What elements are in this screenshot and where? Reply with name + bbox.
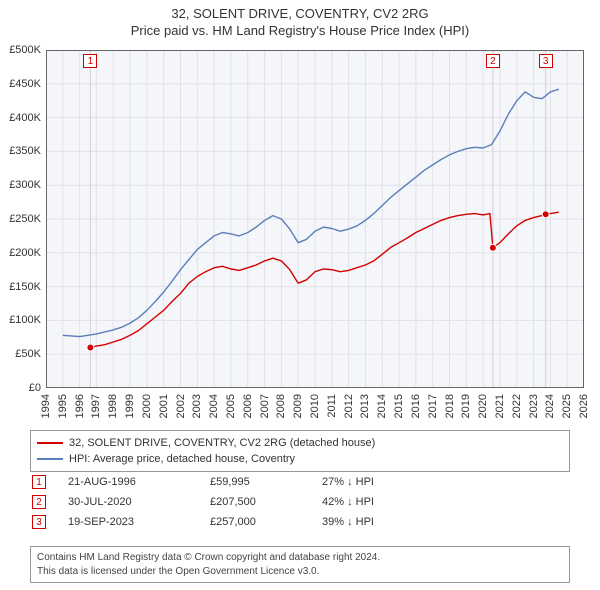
sale-date: 19-SEP-2023 (68, 516, 188, 528)
x-tick-label: 2009 (292, 394, 304, 418)
x-tick-label: 2004 (208, 394, 220, 418)
y-tick-label: £450K (9, 78, 41, 90)
legend-label: 32, SOLENT DRIVE, COVENTRY, CV2 2RG (det… (69, 435, 375, 451)
sale-price: £59,995 (210, 476, 300, 488)
x-tick-label: 2005 (225, 394, 237, 418)
x-tick-label: 1996 (74, 394, 86, 418)
footer-line-1: Contains HM Land Registry data © Crown c… (37, 551, 563, 565)
sale-price: £207,500 (210, 496, 300, 508)
sale-date: 30-JUL-2020 (68, 496, 188, 508)
x-tick-label: 2006 (242, 394, 254, 418)
x-tick-label: 2019 (460, 394, 472, 418)
x-tick-label: 2014 (376, 394, 388, 418)
sale-hpi-diff: 39% ↓ HPI (322, 516, 374, 528)
x-tick-label: 1998 (107, 394, 119, 418)
chart-sale-marker: 3 (539, 54, 553, 68)
x-tick-label: 2016 (410, 394, 422, 418)
legend-item: HPI: Average price, detached house, Cove… (37, 451, 563, 467)
chart-plot-area: 1 2 3 (46, 50, 584, 388)
x-tick-label: 2022 (511, 394, 523, 418)
sale-badge: 3 (32, 515, 46, 529)
chart-sale-marker: 2 (486, 54, 500, 68)
x-tick-label: 2007 (259, 394, 271, 418)
sale-row: 2 30-JUL-2020 £207,500 42% ↓ HPI (30, 492, 570, 512)
footer-attribution: Contains HM Land Registry data © Crown c… (30, 546, 570, 583)
x-tick-label: 2010 (309, 394, 321, 418)
x-tick-label: 2025 (561, 394, 573, 418)
x-tick-label: 2001 (158, 394, 170, 418)
sales-table: 1 21-AUG-1996 £59,995 27% ↓ HPI 2 30-JUL-2020… (30, 472, 570, 532)
chart-sale-marker: 1 (83, 54, 97, 68)
x-tick-label: 1997 (90, 394, 102, 418)
x-tick-label: 2015 (393, 394, 405, 418)
x-tick-label: 2008 (275, 394, 287, 418)
x-tick-label: 2012 (343, 394, 355, 418)
chart-svg (46, 50, 584, 388)
x-tick-label: 1995 (57, 394, 69, 418)
x-tick-label: 2013 (359, 394, 371, 418)
sale-row: 1 21-AUG-1996 £59,995 27% ↓ HPI (30, 472, 570, 492)
sale-row: 3 19-SEP-2023 £257,000 39% ↓ HPI (30, 512, 570, 532)
footer-line-2: This data is licensed under the Open Gov… (37, 565, 563, 579)
y-axis: £0£50K£100K£150K£200K£250K£300K£350K£400… (0, 50, 44, 388)
sale-price: £257,000 (210, 516, 300, 528)
sale-hpi-diff: 42% ↓ HPI (322, 496, 374, 508)
y-tick-label: £200K (9, 247, 41, 259)
x-tick-label: 2020 (477, 394, 489, 418)
y-tick-label: £150K (9, 281, 41, 293)
x-tick-label: 2018 (444, 394, 456, 418)
y-tick-label: £100K (9, 314, 41, 326)
sale-badge: 2 (32, 495, 46, 509)
x-tick-label: 2002 (175, 394, 187, 418)
x-tick-label: 2011 (326, 394, 338, 418)
x-tick-label: 2003 (191, 394, 203, 418)
legend: 32, SOLENT DRIVE, COVENTRY, CV2 2RG (det… (30, 430, 570, 472)
x-tick-label: 2023 (528, 394, 540, 418)
legend-swatch (37, 458, 63, 460)
y-tick-label: £300K (9, 179, 41, 191)
legend-swatch (37, 442, 63, 444)
legend-item: 32, SOLENT DRIVE, COVENTRY, CV2 2RG (det… (37, 435, 563, 451)
x-tick-label: 1994 (40, 394, 52, 418)
sale-hpi-diff: 27% ↓ HPI (322, 476, 374, 488)
y-tick-label: £50K (15, 348, 41, 360)
y-tick-label: £0 (29, 382, 41, 394)
sale-date: 21-AUG-1996 (68, 476, 188, 488)
sale-badge: 1 (32, 475, 46, 489)
x-tick-label: 2017 (427, 394, 439, 418)
y-tick-label: £400K (9, 112, 41, 124)
y-tick-label: £350K (9, 145, 41, 157)
y-tick-label: £250K (9, 213, 41, 225)
x-tick-label: 2026 (578, 394, 590, 418)
x-tick-label: 2000 (141, 394, 153, 418)
x-tick-label: 1999 (124, 394, 136, 418)
chart-title-subtitle: Price paid vs. HM Land Registry's House … (0, 23, 600, 38)
x-axis: 1994199519961997199819992000200120022003… (46, 392, 584, 432)
legend-label: HPI: Average price, detached house, Cove… (69, 451, 295, 467)
chart-title-block: 32, SOLENT DRIVE, COVENTRY, CV2 2RG Pric… (0, 0, 600, 38)
x-tick-label: 2024 (544, 394, 556, 418)
chart-title-address: 32, SOLENT DRIVE, COVENTRY, CV2 2RG (0, 6, 600, 21)
y-tick-label: £500K (9, 44, 41, 56)
x-tick-label: 2021 (494, 394, 506, 418)
